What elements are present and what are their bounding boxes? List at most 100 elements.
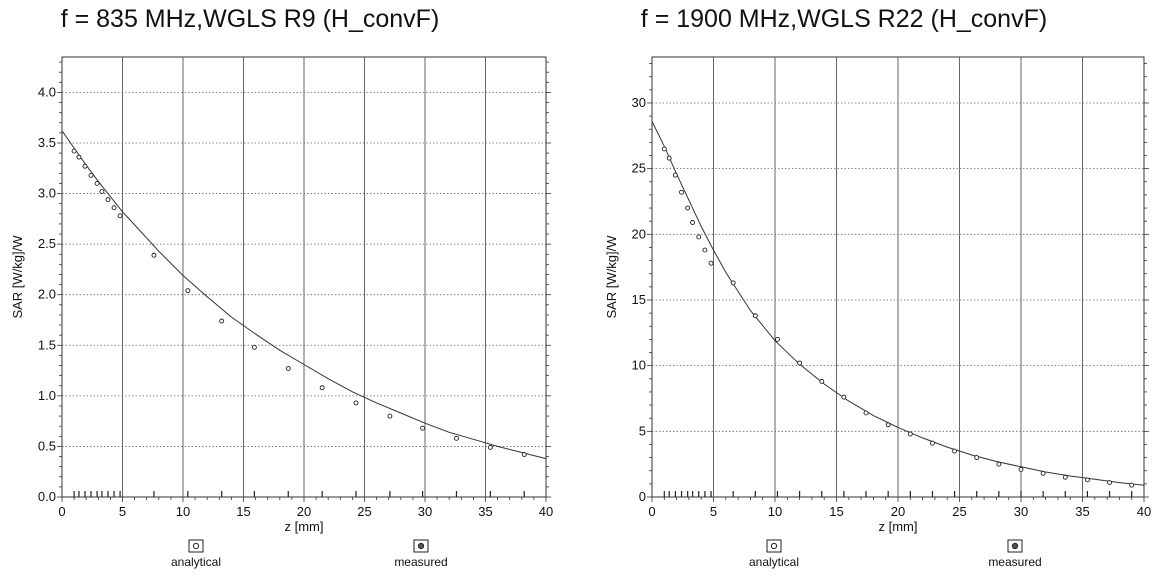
measured-point — [219, 318, 225, 324]
x-tick-label: 30 — [1014, 504, 1028, 519]
x-tick-label: 25 — [952, 504, 966, 519]
legend-marker — [1011, 542, 1019, 550]
x-tick-label: 20 — [891, 504, 905, 519]
measured-point — [996, 461, 1002, 467]
measured-point — [752, 313, 758, 319]
measured-point — [730, 280, 736, 286]
legend-marker — [417, 542, 425, 550]
x-tick-label: 35 — [1075, 504, 1089, 519]
analytical-series-line — [61, 130, 547, 460]
measured-point — [1129, 482, 1135, 488]
x-tick-label: 10 — [176, 504, 190, 519]
y-tick-label: 4.0 — [38, 84, 56, 99]
y-tick-label: 10 — [632, 358, 646, 373]
measured-point — [672, 172, 678, 178]
x-tick-label: 0 — [648, 504, 655, 519]
y-axis-label: SAR [W/kg]/W — [10, 235, 25, 319]
measured-point — [151, 252, 157, 258]
measured-point — [797, 360, 803, 366]
measured-point — [487, 444, 493, 450]
measured-point — [974, 455, 980, 461]
y-tick-label: 0.5 — [38, 438, 56, 453]
y-tick-label: 2.0 — [38, 287, 56, 302]
legend-label-analytical: analytical — [749, 555, 799, 569]
measured-point — [105, 197, 111, 203]
sar-chart-835: f = 835 MHz,WGLS R9 (H_convF) 0 5 10 15 20 25 3… — [10, 5, 553, 569]
x-tick-label: 30 — [418, 504, 432, 519]
measured-point — [387, 413, 393, 419]
measured-point — [666, 155, 672, 161]
y-tick-label: 2.5 — [38, 236, 56, 251]
measured-point — [88, 172, 94, 178]
chart-panel-1900: f = 1900 MHz,WGLS R22 (H_convF) 0 5 10 15 20 2… — [578, 0, 1156, 579]
legend-label-measured: measured — [394, 555, 447, 569]
measured-point — [454, 435, 459, 441]
measured-point — [1018, 466, 1024, 472]
measured-point — [708, 260, 714, 266]
measured-point — [99, 189, 105, 194]
measured-point — [420, 425, 426, 431]
measured-point — [185, 288, 191, 294]
x-tick-label: 10 — [768, 504, 782, 519]
y-tick-label: 0.0 — [38, 489, 56, 504]
measured-point — [319, 385, 325, 391]
measured-point — [929, 440, 935, 446]
y-tick-label: 5 — [639, 423, 646, 438]
measured-point — [1062, 474, 1068, 480]
y-axis-label: SAR [W/kg]/W — [604, 235, 619, 319]
measured-point — [702, 247, 708, 253]
analytical-series-line — [651, 121, 1145, 486]
measured-point — [690, 220, 696, 225]
chart-title: f = 835 MHz,WGLS R9 (H_convF) — [61, 5, 440, 33]
y-tick-label: 30 — [632, 95, 646, 110]
legend-label-measured: measured — [988, 555, 1041, 569]
y-tick-label: 1.0 — [38, 388, 56, 403]
measured-point — [696, 234, 702, 240]
legend-label-analytical: analytical — [171, 555, 221, 569]
measured-point — [1040, 470, 1046, 476]
legend-marker — [770, 542, 778, 550]
measured-point — [71, 148, 77, 154]
measured-point — [679, 189, 684, 195]
legend-marker — [192, 542, 200, 550]
measured-point — [819, 378, 825, 384]
measured-point — [251, 344, 257, 350]
measured-point — [661, 146, 667, 152]
x-tick-label: 5 — [710, 504, 717, 519]
measured-point — [353, 400, 359, 406]
sar-chart-1900: f = 1900 MHz,WGLS R22 (H_convF) 0 5 10 15 20 2… — [604, 5, 1151, 569]
x-tick-label: 20 — [297, 504, 311, 519]
measured-point — [885, 422, 891, 428]
y-tick-label: 3.5 — [38, 135, 56, 150]
measured-point — [94, 180, 100, 186]
chart-title: f = 1900 MHz,WGLS R22 (H_convF) — [641, 5, 1047, 33]
x-tick-label: 35 — [478, 504, 492, 519]
x-tick-label: 25 — [357, 504, 371, 519]
measured-point — [863, 410, 869, 416]
measured-point — [952, 448, 958, 454]
y-tick-label: 15 — [632, 292, 646, 307]
y-tick-label: 1.5 — [38, 337, 56, 352]
x-axis-label: z [mm] — [879, 519, 918, 534]
y-tick-label: 0 — [639, 489, 646, 504]
measured-point — [907, 431, 913, 437]
x-tick-label: 40 — [539, 504, 553, 519]
x-tick-label: 0 — [58, 504, 65, 519]
x-tick-label: 5 — [119, 504, 126, 519]
measured-point — [285, 366, 291, 371]
y-tick-label: 25 — [632, 161, 646, 176]
chart-panel-835: f = 835 MHz,WGLS R9 (H_convF) 0 5 10 15 20 25 3… — [10, 5, 553, 569]
x-axis-label: z [mm] — [285, 519, 324, 534]
measured-point — [841, 394, 847, 400]
x-tick-label: 40 — [1137, 504, 1151, 519]
y-tick-label: 3.0 — [38, 186, 56, 201]
measured-point — [685, 205, 691, 211]
measured-point — [117, 213, 123, 219]
x-tick-label: 15 — [236, 504, 250, 519]
measured-point — [111, 205, 117, 211]
measured-point — [1107, 480, 1113, 486]
x-tick-label: 15 — [829, 504, 843, 519]
y-tick-label: 20 — [632, 226, 646, 241]
measured-point — [1084, 477, 1090, 483]
measured-point — [76, 154, 82, 160]
